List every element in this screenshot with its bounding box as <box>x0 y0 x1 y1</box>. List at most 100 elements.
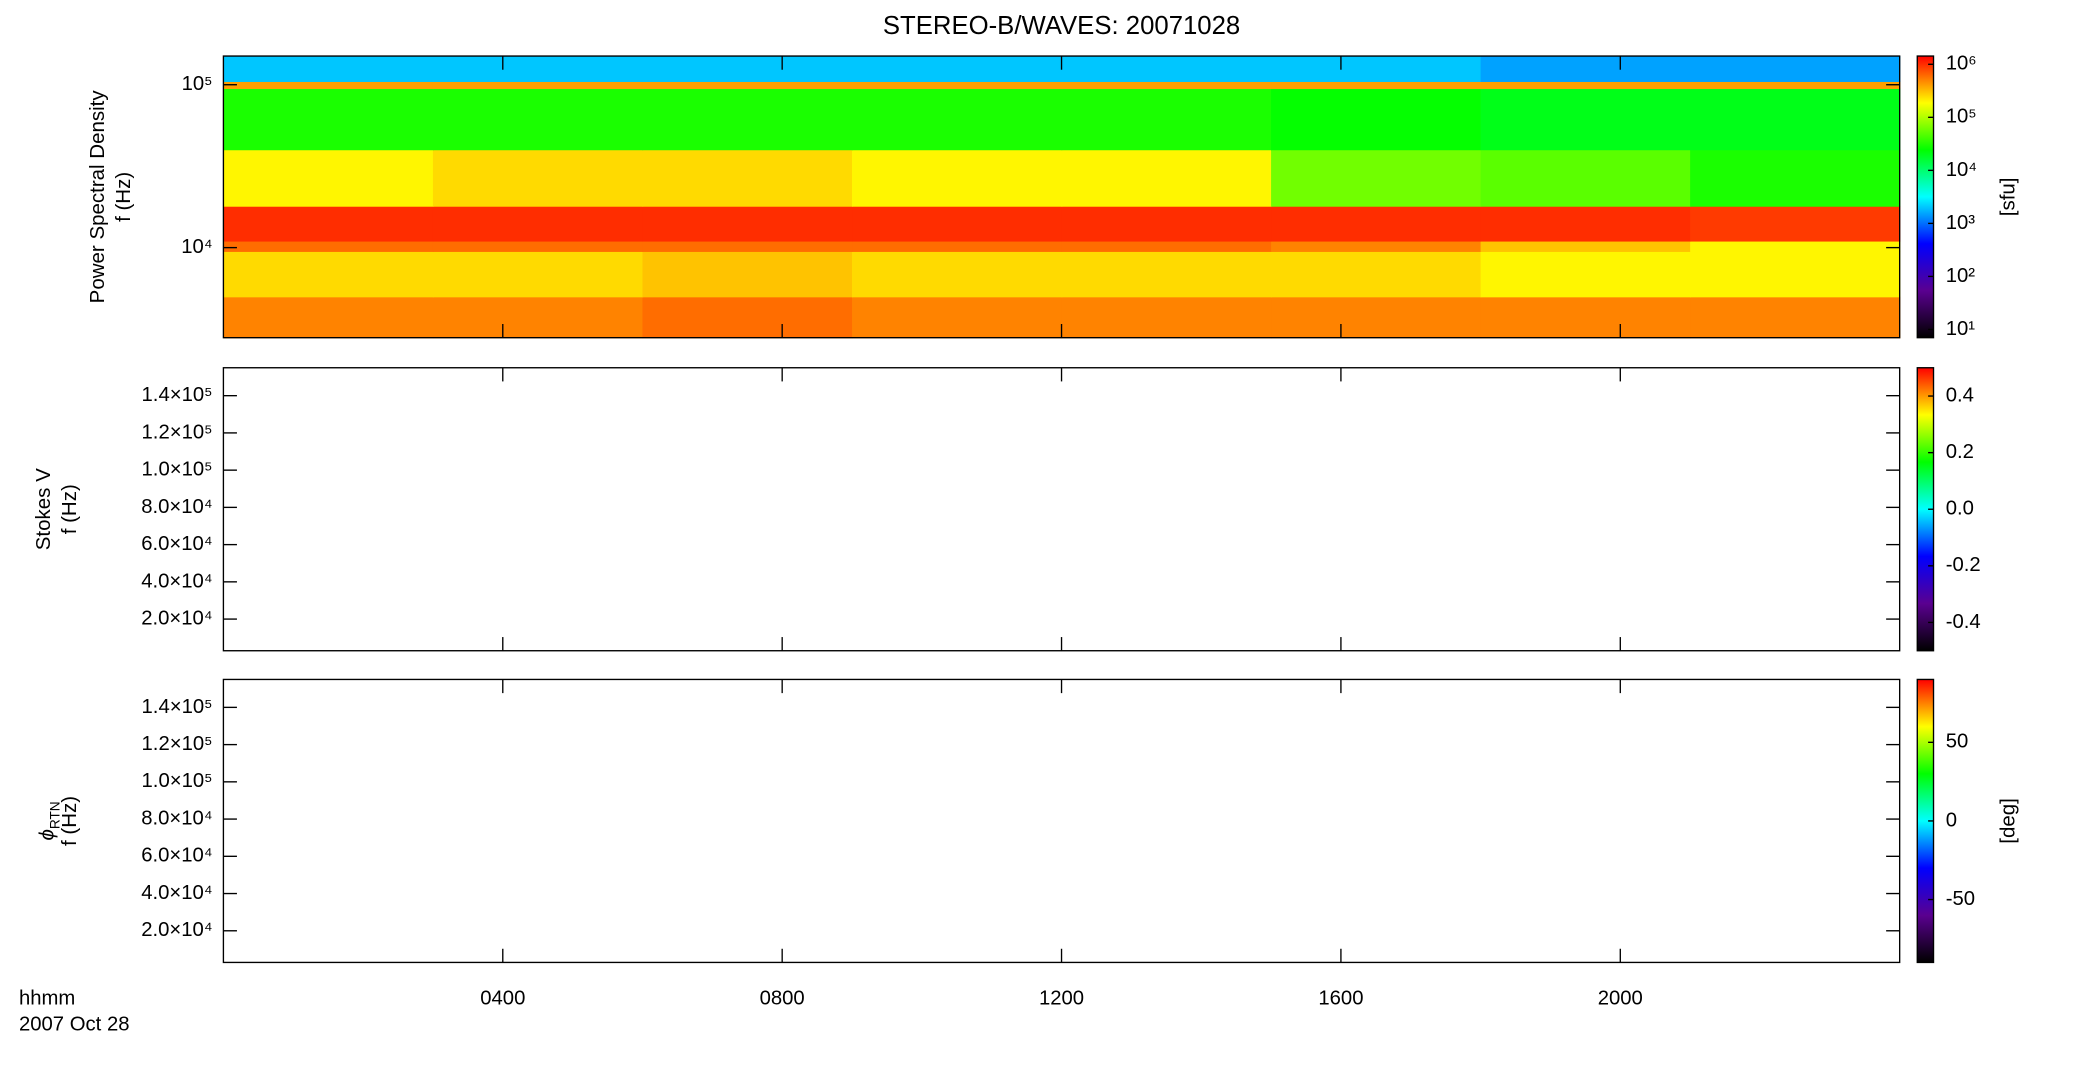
heatmap-cell <box>852 296 1063 339</box>
y-tick-label: 8.0×10⁴ <box>141 807 212 829</box>
heatmap-cell <box>642 81 853 90</box>
heatmap-cell <box>1061 81 1272 90</box>
y-tick-label: 10⁵ <box>182 73 213 95</box>
y-axis-symbol: ϕRTN <box>37 801 62 840</box>
heatmap-cell <box>642 56 853 82</box>
heatmap-cell <box>1480 88 1691 151</box>
x-tick-label: 2000 <box>1598 988 1643 1010</box>
heatmap-cell <box>1061 296 1272 339</box>
plot-frame <box>222 678 1901 964</box>
heatmap-cell <box>852 88 1063 151</box>
heatmap-cell <box>642 206 853 242</box>
heatmap-cell <box>642 296 853 339</box>
plot-frame <box>222 367 1901 652</box>
colorbar-tick-label: 10¹ <box>1946 318 1976 340</box>
y-tick-label: 10⁴ <box>181 236 212 258</box>
x-tick-label: 1200 <box>1039 988 1084 1010</box>
y-axis-label: f (Hz) <box>59 484 81 534</box>
y-tick-label: 1.0×10⁵ <box>142 770 213 792</box>
colorbar-tick-label: 10² <box>1946 265 1976 287</box>
colorbar-tick-label: 10⁶ <box>1946 53 1977 75</box>
colorbar-label: [sfu] <box>1998 178 2020 217</box>
y-tick-label: 2.0×10⁴ <box>141 607 212 629</box>
heatmap-cell <box>1690 251 1901 298</box>
heatmap-cell <box>432 251 644 298</box>
heatmap-cell <box>1061 56 1272 82</box>
heatmap-cell <box>1271 206 1482 242</box>
heatmap-cell <box>1480 149 1691 207</box>
y-axis-label: f (Hz) <box>113 172 135 222</box>
heatmap-cell <box>1480 240 1691 252</box>
heatmap-cell <box>1271 81 1482 90</box>
y-axis-subscript: RTN <box>47 801 62 829</box>
colorbar-tick-label: 0.0 <box>1946 498 1974 520</box>
x-tick-label: 0800 <box>760 988 805 1010</box>
heatmap-cell <box>432 296 644 339</box>
heatmap-cell <box>852 81 1063 90</box>
heatmap-cell <box>1690 240 1901 252</box>
colorbar-tick-label: -50 <box>1946 888 1975 910</box>
x-axis-label: hhmm <box>19 988 75 1010</box>
heatmap-cell <box>1690 81 1901 90</box>
heatmap-cell <box>1690 88 1901 151</box>
heatmap-cell <box>1061 149 1272 207</box>
colorbar-tick-label: 10⁵ <box>1946 106 1977 128</box>
y-tick-label: 4.0×10⁴ <box>141 882 212 904</box>
heatmap-cell <box>432 149 644 207</box>
y-tick-label: 2.0×10⁴ <box>141 919 212 941</box>
y-axis-label: Power Spectral Density <box>87 90 109 304</box>
y-axis-symbol-text: ϕ <box>37 829 59 840</box>
heatmap-cell <box>223 56 434 82</box>
colorbar-tick-label: -0.4 <box>1946 611 1981 633</box>
y-tick-label: 4.0×10⁴ <box>141 570 212 592</box>
colorbar-tick-label: 10⁴ <box>1946 159 1977 181</box>
heatmap-cell <box>1690 206 1901 242</box>
heatmap-cell <box>642 88 853 151</box>
heatmap-cell <box>432 240 644 252</box>
heatmap-cell <box>642 149 853 207</box>
heatmap-cell <box>852 251 1063 298</box>
colorbar-tick-label: 0 <box>1946 809 1957 831</box>
heatmap-cell <box>1271 88 1482 151</box>
heatmap-cell <box>223 149 434 207</box>
x-axis-date: 2007 Oct 28 <box>19 1014 130 1036</box>
heatmap-cell <box>1480 251 1691 298</box>
heatmap-cell <box>223 240 434 252</box>
heatmap-cell <box>223 251 434 298</box>
colorbar-tick-label: -0.2 <box>1946 554 1981 576</box>
colorbar-label: [deg] <box>1998 798 2020 844</box>
heatmap-cell <box>1690 149 1901 207</box>
heatmap-cell <box>1690 296 1901 339</box>
heatmap-cell <box>1061 88 1272 151</box>
heatmap-cell <box>1480 206 1691 242</box>
colorbar-tick-label: 0.4 <box>1946 384 1974 406</box>
heatmap-cell <box>852 56 1063 82</box>
heatmap-cell <box>432 56 644 82</box>
heatmap-cell <box>1271 240 1482 252</box>
heatmap-cell <box>1480 56 1691 82</box>
heatmap-cell <box>223 88 434 151</box>
y-tick-label: 1.2×10⁵ <box>142 421 213 443</box>
y-axis-label: f (Hz) <box>59 796 81 846</box>
heatmap-cell <box>1480 296 1691 339</box>
y-tick-label: 6.0×10⁴ <box>141 533 212 555</box>
heatmap-cell <box>223 206 434 242</box>
heatmap-cell <box>1480 81 1691 90</box>
heatmap-cell <box>432 81 644 90</box>
heatmap-cell <box>432 88 644 151</box>
heatmap-cell <box>1061 251 1272 298</box>
heatmap-cell <box>642 251 853 298</box>
chart-title: STEREO-B/WAVES: 20071028 <box>883 12 1240 40</box>
colorbar-tick-label: 10³ <box>1946 212 1976 234</box>
heatmap-cell <box>432 206 644 242</box>
heatmap-cell <box>1271 251 1482 298</box>
y-tick-label: 1.4×10⁵ <box>142 384 213 406</box>
y-tick-label: 6.0×10⁴ <box>141 845 212 867</box>
colorbar-tick-label: 50 <box>1946 731 1969 753</box>
y-tick-label: 1.4×10⁵ <box>142 696 213 718</box>
y-tick-label: 1.0×10⁵ <box>142 458 213 480</box>
heatmap-cell <box>1271 56 1482 82</box>
heatmap-cell <box>1061 206 1272 242</box>
